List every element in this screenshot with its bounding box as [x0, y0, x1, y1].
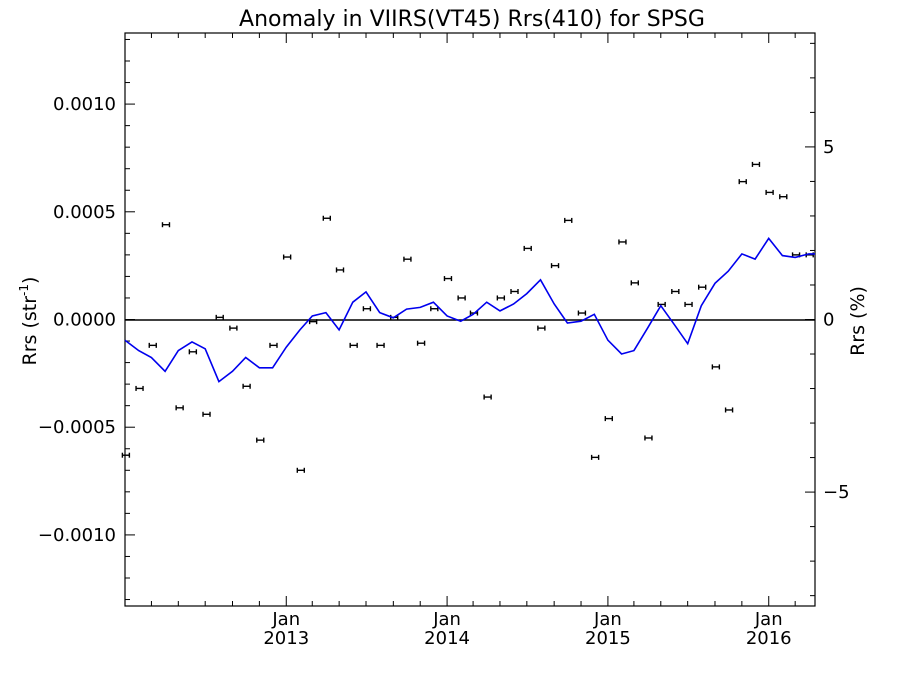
- errorbar-point: [202, 411, 211, 417]
- errorbar-point: [121, 452, 131, 458]
- errorbar-point: [269, 342, 278, 348]
- errorbar-point: [483, 394, 492, 400]
- errorbar-point: [296, 467, 306, 473]
- errorbar-point: [564, 217, 573, 223]
- errorbar-point: [779, 194, 788, 200]
- x-tick-label-month: Jan: [754, 609, 783, 630]
- errorbar-point: [457, 295, 466, 301]
- errorbar-point: [618, 239, 627, 245]
- y-axis-left-label-close: ): [19, 277, 41, 284]
- errorbar-point: [496, 295, 506, 301]
- errorbar-point: [537, 325, 546, 331]
- errorbar-point: [322, 215, 332, 221]
- errorbar-point: [335, 267, 345, 273]
- errorbar-point: [724, 407, 734, 413]
- errorbar-point: [229, 325, 238, 331]
- errorbar-point: [416, 340, 426, 346]
- y-axis-left-label-superscript: -1: [17, 284, 31, 296]
- errorbar-point: [698, 284, 707, 290]
- errorbar-point: [630, 280, 639, 286]
- y-axis-left-label: Rrs (str-1): [17, 277, 41, 366]
- chart-title: Anomaly in VIIRS(VT45) Rrs(410) for SPSG: [239, 7, 705, 32]
- errorbar-point: [175, 405, 184, 411]
- y-right-tick-label: 0: [823, 310, 834, 331]
- errorbar-point: [376, 342, 385, 348]
- errorbar-point: [657, 301, 666, 307]
- x-tick-label-year: 2014: [424, 628, 470, 649]
- y-left-tick-label: −0.0005: [38, 417, 116, 438]
- errorbar-point: [711, 364, 721, 370]
- y-left-tick-label: 0.0005: [53, 202, 116, 223]
- x-tick-label-month: Jan: [593, 609, 622, 630]
- errorbar-point: [510, 288, 519, 294]
- errorbar-point: [523, 245, 532, 251]
- y-axis-right-label: Rrs (%): [847, 286, 869, 356]
- errorbar-point: [751, 161, 761, 167]
- svg-text:Rrs (str-1): Rrs (str-1): [17, 277, 41, 366]
- percent-anomaly-line: [124, 237, 815, 383]
- errorbar-point: [256, 437, 265, 443]
- errorbar-point: [135, 385, 144, 391]
- y-left-tick-label: 0.0000: [53, 310, 116, 331]
- errorbar-point: [242, 383, 251, 389]
- x-tick-label-month: Jan: [432, 609, 461, 630]
- errorbar-point: [644, 435, 653, 441]
- y-tick-labels: 0.0010 0.0005 0.0000 −0.0005 −0.0010 5 0 −5: [38, 94, 850, 546]
- errorbar-point: [577, 310, 587, 316]
- errorbar-point: [430, 306, 439, 312]
- errorbar-point: [443, 276, 453, 282]
- y-axis-left-label-main: Rrs (str: [19, 296, 41, 366]
- y-right-tick-label: −5: [823, 482, 850, 503]
- axis-ticks: [124, 33, 815, 606]
- errorbar-point: [161, 222, 171, 228]
- errorbar-point: [403, 256, 412, 262]
- errorbar-point: [765, 189, 774, 195]
- errorbar-point: [684, 301, 693, 307]
- errorbar-point: [590, 454, 600, 460]
- errorbar-point: [604, 416, 613, 422]
- errorbar-point: [282, 254, 292, 260]
- x-tick-label-year: 2015: [585, 628, 631, 649]
- errorbar-point: [738, 179, 747, 185]
- errorbar-point: [215, 314, 224, 320]
- y-left-tick-label: −0.0010: [38, 525, 116, 546]
- errorbar-point: [362, 306, 372, 312]
- y-right-tick-label: 5: [823, 137, 834, 158]
- x-tick-label-year: 2016: [746, 628, 792, 649]
- errorbar-point: [550, 263, 560, 269]
- errorbar-point: [188, 349, 198, 355]
- x-tick-label-month: Jan: [271, 609, 300, 630]
- anomaly-errorbar-series: [121, 161, 814, 473]
- percent-anomaly-line-series: [124, 237, 815, 383]
- errorbar-point: [671, 288, 680, 294]
- errorbar-point: [349, 342, 358, 348]
- y-left-tick-label: 0.0010: [53, 94, 116, 115]
- x-tick-label-year: 2013: [263, 628, 309, 649]
- errorbar-point: [148, 342, 157, 348]
